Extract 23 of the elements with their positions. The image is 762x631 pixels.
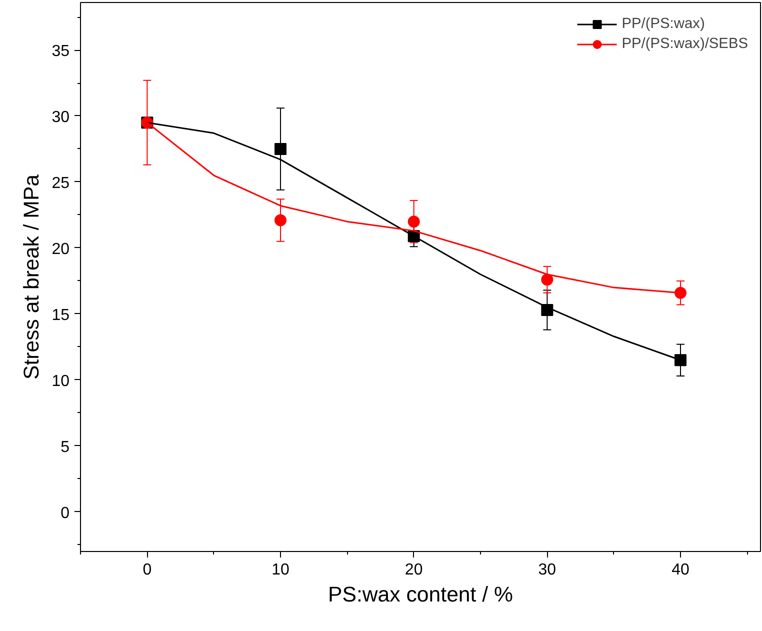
y-tick-label: 10: [52, 372, 70, 390]
y-tick-label: 15: [52, 306, 70, 324]
x-tick-label: 0: [142, 562, 152, 578]
y-tick-label: 25: [52, 174, 70, 192]
y-tick-label: 5: [60, 438, 70, 456]
y-tick-label: 0: [60, 504, 70, 522]
point: [408, 216, 420, 228]
x-tick-label: 10: [272, 562, 290, 578]
x-tick-label: 30: [538, 562, 556, 578]
y-axis-title: Stress at break / MPa: [20, 174, 44, 380]
legend-label: PP/(PS:wax): [622, 16, 705, 32]
x-tick-label: 40: [672, 562, 690, 578]
y-tick-label: 30: [52, 108, 70, 126]
point: [674, 286, 686, 299]
x-tick-label: 20: [404, 562, 423, 578]
y-tick-label: 35: [52, 43, 70, 60]
point: [674, 354, 686, 366]
x-axis-title: PS:wax content / %: [328, 582, 514, 606]
point: [274, 214, 286, 226]
y-tick-label: 20: [52, 240, 70, 258]
point: [274, 142, 286, 155]
point: [541, 274, 554, 286]
legend-label: PP/(PS:wax)/SEBS: [622, 36, 748, 52]
